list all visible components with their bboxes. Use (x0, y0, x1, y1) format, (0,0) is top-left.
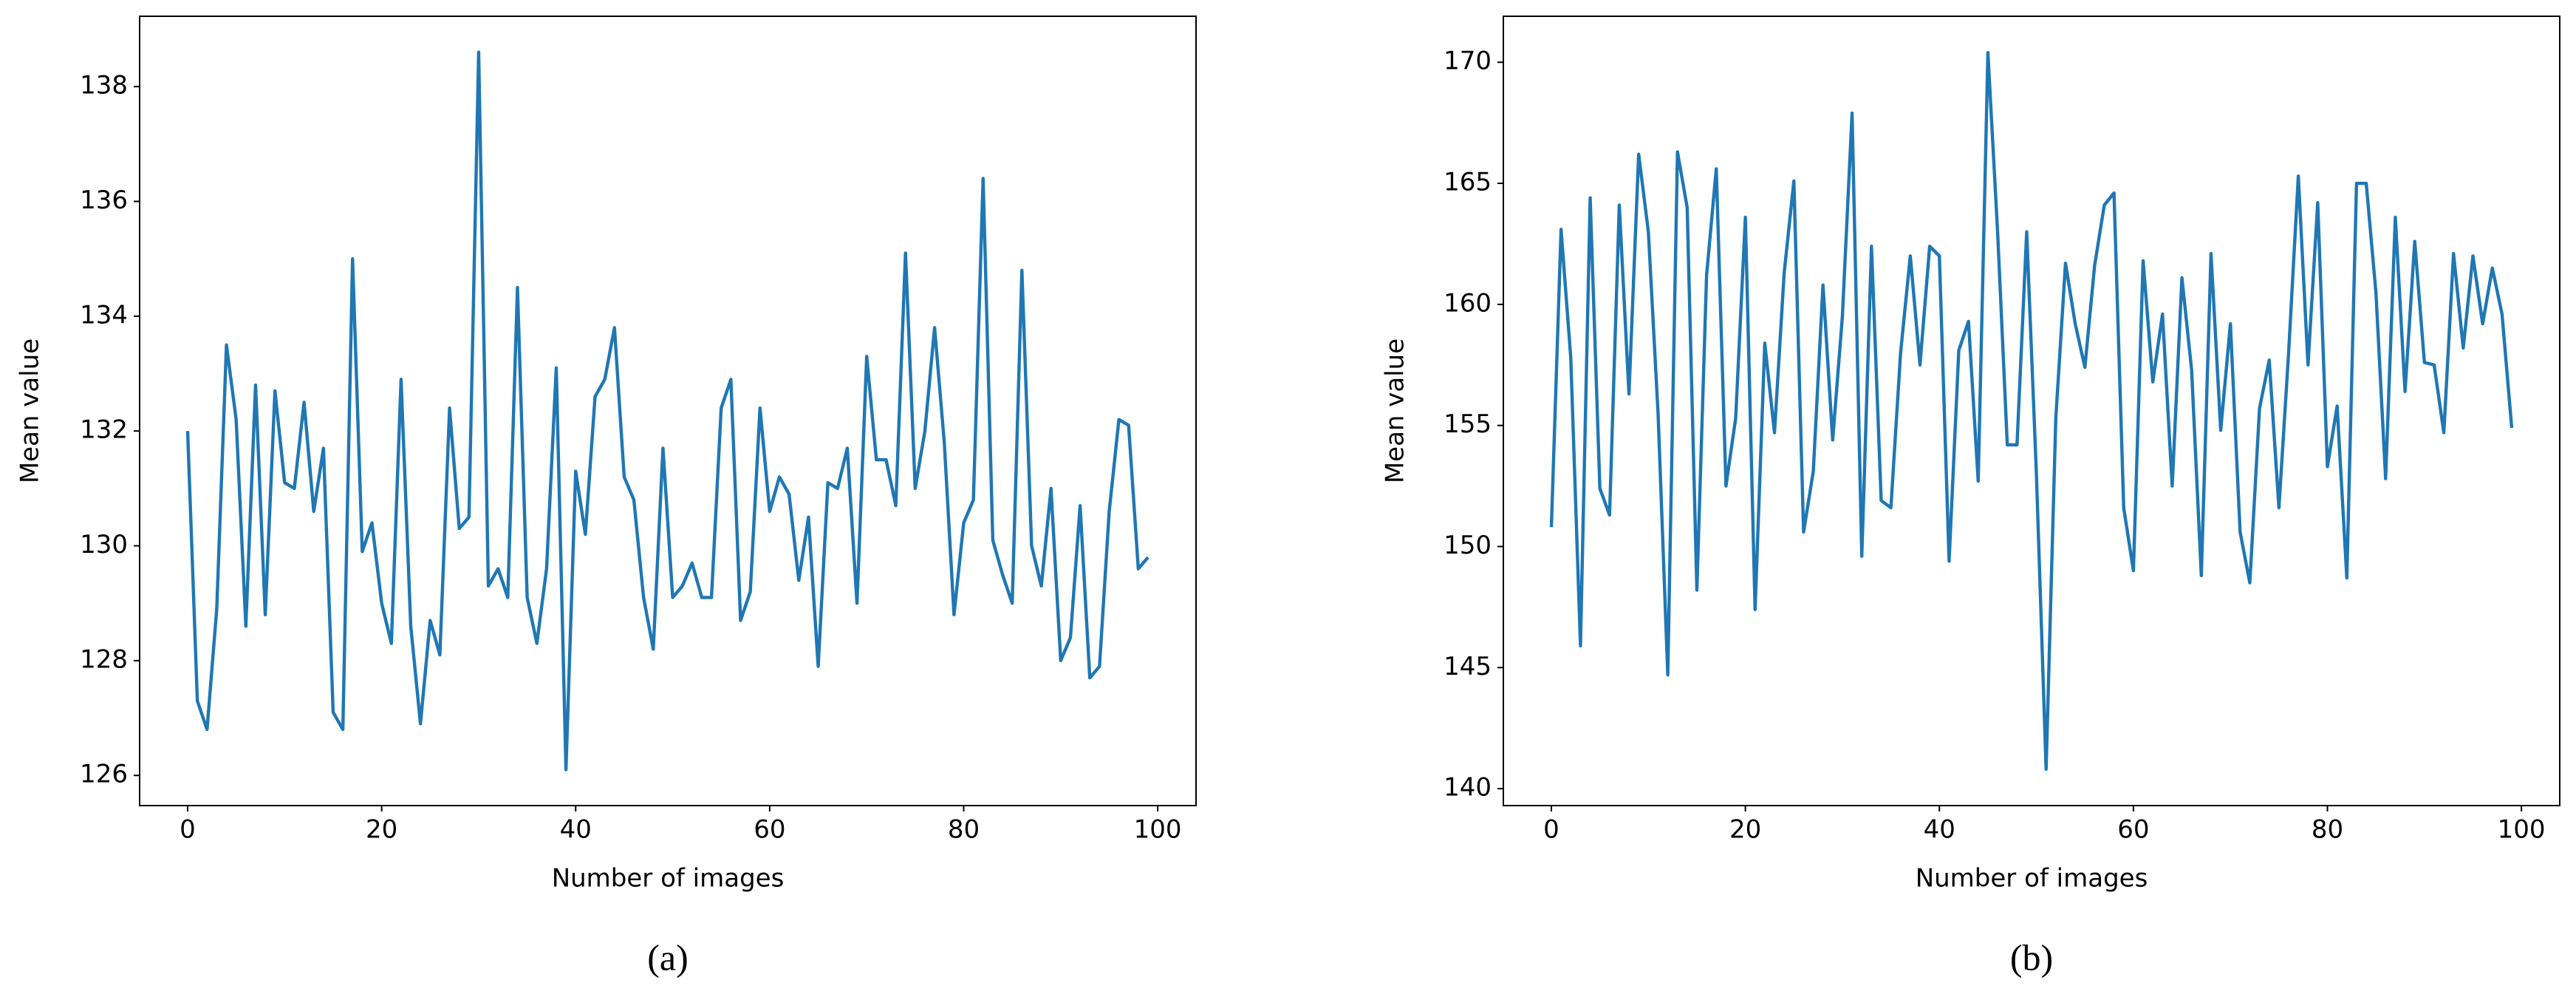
y-tick-label: 150 (1444, 531, 1492, 560)
x-tick-label: 60 (754, 815, 785, 845)
y-tick-label: 126 (80, 760, 128, 789)
y-tick-label: 160 (1444, 288, 1492, 318)
x-tick-label: 40 (560, 815, 592, 845)
x-tick-label: 0 (180, 815, 196, 845)
x-axis-label: Number of images (1916, 864, 2148, 894)
caption: (b) (2010, 936, 2053, 978)
y-tick-label: 130 (80, 530, 128, 559)
y-tick-label: 128 (80, 644, 128, 674)
y-tick-label: 140 (1444, 773, 1492, 803)
y-tick-label: 165 (1444, 168, 1492, 197)
y-tick-label: 136 (80, 186, 128, 215)
x-tick-label: 80 (948, 815, 980, 845)
y-tick-label: 145 (1444, 652, 1492, 681)
plot-frame (139, 16, 1197, 806)
y-tick-label: 134 (80, 300, 128, 330)
x-tick-label: 20 (366, 815, 397, 845)
x-tick-label: 100 (1134, 815, 1182, 845)
x-tick-label: 60 (2117, 815, 2149, 845)
y-axis-label: Mean value (1381, 338, 1410, 483)
plot-frame (1503, 16, 2560, 806)
x-tick-label: 80 (2312, 815, 2343, 845)
data-line (1549, 50, 2514, 772)
y-tick-label: 155 (1444, 409, 1492, 439)
x-tick-label: 100 (2498, 815, 2546, 845)
x-axis-label: Number of images (552, 864, 785, 894)
x-tick-label: 0 (1543, 815, 1559, 845)
data-line (185, 50, 1149, 772)
y-tick-label: 138 (80, 71, 128, 101)
x-tick-label: 40 (1924, 815, 1955, 845)
caption: (a) (647, 936, 689, 978)
y-tick-label: 170 (1444, 47, 1492, 76)
x-tick-label: 20 (1729, 815, 1761, 845)
y-axis-label: Mean value (16, 338, 45, 483)
y-tick-label: 132 (80, 415, 128, 445)
